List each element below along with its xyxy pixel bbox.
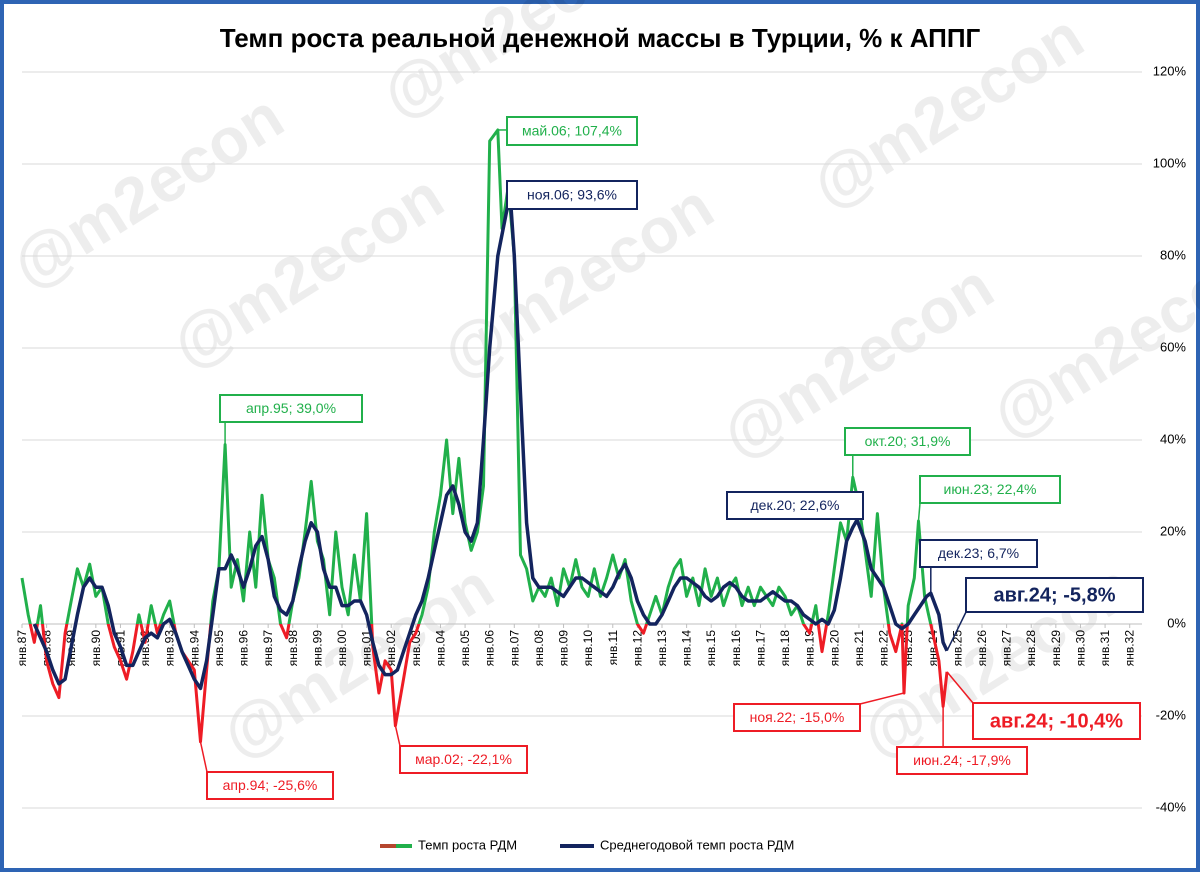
x-tick-label: янв.21	[852, 630, 866, 667]
annotation-text: июн.24; -17,9%	[913, 752, 1011, 768]
y-tick-label: 120%	[1153, 63, 1187, 78]
x-tick-label: янв.14	[680, 630, 694, 667]
annotation-text: апр.94; -25,6%	[223, 777, 318, 793]
x-tick-label: янв.25	[950, 630, 964, 667]
legend: Темп роста РДМ Среднегодовой темп роста …	[380, 837, 794, 852]
annotation-leader	[917, 502, 921, 522]
annotation-box	[733, 703, 861, 732]
x-tick-label: янв.07	[507, 630, 521, 667]
x-tick-label: янв.11	[606, 630, 620, 666]
annotation-box	[919, 475, 1061, 504]
x-tick-label: янв.94	[187, 630, 201, 667]
series-line-positive	[20, 128, 933, 624]
x-tick-label: янв.24	[926, 630, 940, 667]
legend-label: Среднегодовой темп роста РДМ	[600, 837, 794, 852]
x-tick-label: янв.27	[1000, 630, 1014, 667]
x-tick-label: янв.05	[458, 630, 472, 667]
x-tick-label: янв.00	[335, 630, 349, 667]
annotation-text: ноя.22; -15,0%	[750, 709, 845, 725]
annotation-text: авг.24; -5,8%	[993, 584, 1115, 606]
x-tick-label: янв.04	[433, 630, 447, 667]
x-tick-label: янв.29	[1049, 630, 1063, 667]
x-tick-label: янв.99	[310, 630, 324, 667]
legend-label: Темп роста РДМ	[418, 837, 517, 852]
annotation-box	[506, 180, 638, 210]
chart-title: Темп роста реальной денежной массы в Тур…	[220, 23, 981, 53]
annotation-text: дек.20; 22,6%	[750, 497, 839, 513]
annotation-box	[219, 394, 363, 423]
x-tick-label: янв.87	[15, 630, 29, 667]
annotation-leader	[859, 692, 905, 705]
annotation-text: авг.24; -10,4%	[990, 710, 1123, 732]
x-tick-label: янв.93	[163, 630, 177, 667]
y-tick-label: 80%	[1160, 247, 1186, 262]
annotation-box	[726, 491, 864, 520]
x-tick-label: янв.19	[803, 630, 817, 667]
x-tick-label: янв.20	[827, 630, 841, 667]
annotation-text: дек.23; 6,7%	[938, 545, 1019, 561]
annotation-box	[972, 702, 1141, 740]
x-tick-label: янв.18	[778, 630, 792, 667]
y-tick-label: 40%	[1160, 431, 1186, 446]
x-tick-label: янв.12	[630, 630, 644, 667]
annotation-text: апр.95; 39,0%	[246, 400, 336, 416]
x-tick-label: янв.32	[1123, 630, 1137, 667]
series-line	[32, 191, 949, 691]
annotation-leader	[199, 741, 208, 773]
x-tick-label: янв.26	[975, 630, 989, 667]
annotation-leader	[946, 671, 974, 704]
x-tick-label: янв.08	[532, 630, 546, 667]
annotation-box	[506, 116, 638, 146]
annotation-text: мар.02; -22,1%	[415, 751, 512, 767]
x-tick-label: янв.95	[212, 630, 226, 667]
annotation-box	[844, 427, 971, 456]
annotation-text: окт.20; 31,9%	[865, 433, 951, 449]
annotation-text: май.06; 107,4%	[522, 123, 622, 139]
x-tick-label: янв.15	[704, 630, 718, 667]
x-tick-label: янв.22	[877, 630, 891, 667]
x-tick-label: янв.16	[729, 630, 743, 667]
x-tick-label: янв.06	[483, 630, 497, 667]
x-tick-label: янв.98	[286, 630, 300, 667]
x-tick-label: янв.02	[384, 630, 398, 667]
y-tick-label: 0%	[1167, 615, 1186, 630]
annotation-box	[399, 745, 528, 774]
x-tick-label: янв.30	[1073, 630, 1087, 667]
annotation-box	[919, 539, 1038, 568]
annotation-text: ноя.06; 93,6%	[527, 187, 617, 203]
x-tick-label: янв.28	[1024, 630, 1038, 667]
x-tick-label: янв.01	[360, 630, 374, 667]
annotation-box	[896, 746, 1028, 775]
x-tick-label: янв.10	[581, 630, 595, 667]
x-tick-label: янв.31	[1098, 630, 1112, 667]
x-tick-label: янв.96	[237, 630, 251, 667]
annotation-box	[965, 577, 1144, 613]
annotation-box	[206, 771, 334, 800]
y-tick-label: 60%	[1160, 339, 1186, 354]
y-tick-label: 100%	[1153, 155, 1187, 170]
x-tick-label: янв.13	[655, 630, 669, 667]
x-tick-label: янв.97	[261, 630, 275, 667]
y-tick-label: 20%	[1160, 523, 1186, 538]
annotation-leader	[946, 611, 967, 652]
x-tick-label: янв.17	[753, 630, 767, 667]
y-tick-label: -40%	[1156, 799, 1187, 814]
x-tick-label: янв.90	[89, 630, 103, 667]
annotation-leader	[394, 725, 401, 747]
x-tick-label: янв.09	[557, 630, 571, 667]
y-tick-label: -20%	[1156, 707, 1187, 722]
x-tick-label: янв.92	[138, 630, 152, 667]
annotation-text: июн.23; 22,4%	[944, 481, 1037, 497]
